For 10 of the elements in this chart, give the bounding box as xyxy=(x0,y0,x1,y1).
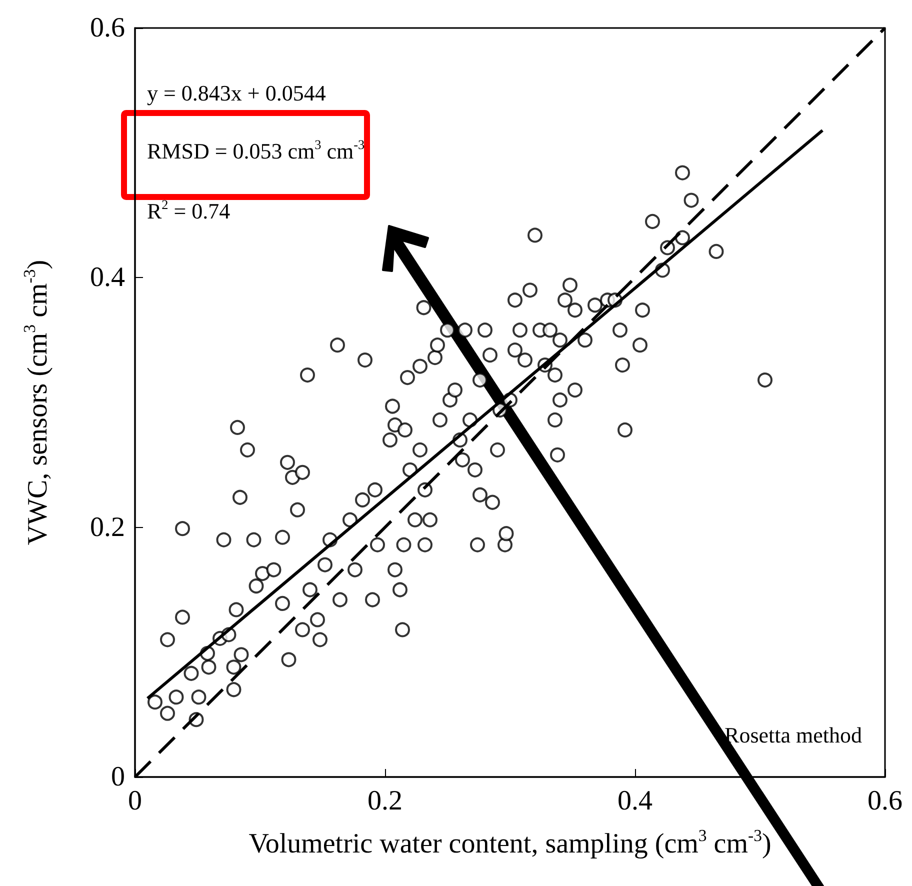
annotation: Rosetta method xyxy=(724,722,862,748)
y-tick-label: 0.4 xyxy=(90,262,125,294)
y-tick-label: 0.6 xyxy=(90,12,125,44)
y-axis-title: VWC, sensors (cm3 cm-3) xyxy=(20,260,54,546)
x-tick-label: 0.4 xyxy=(618,786,652,816)
y-tick-label: 0 xyxy=(111,762,125,792)
x-tick-label: 0.6 xyxy=(868,786,902,816)
x-tick-label: 0.2 xyxy=(368,786,402,816)
annotation: y = 0.843x + 0.0544 xyxy=(147,80,326,106)
y-tick-label: 0.2 xyxy=(90,512,125,543)
